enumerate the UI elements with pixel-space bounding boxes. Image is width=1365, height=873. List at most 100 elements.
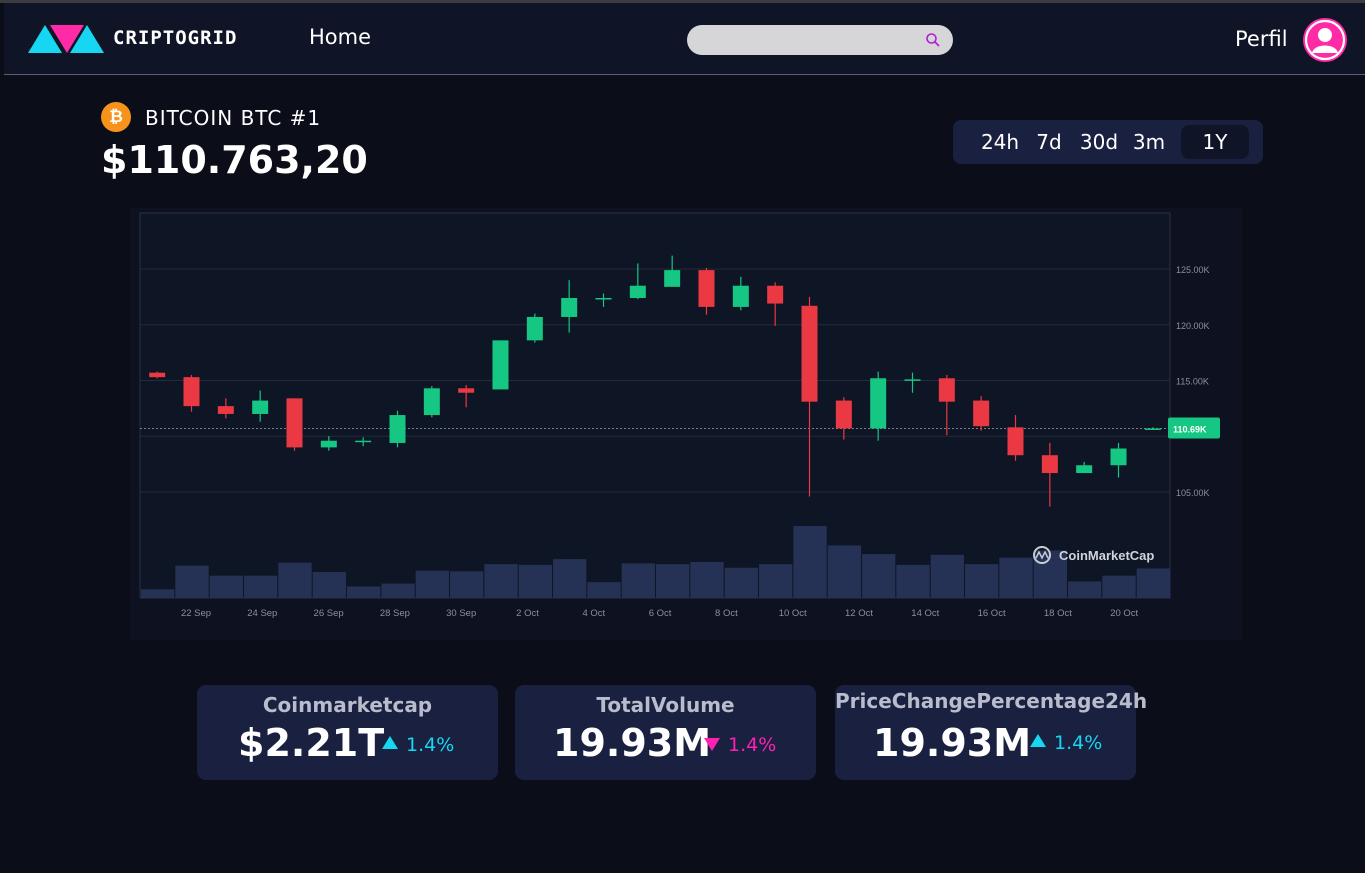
arrow-up-icon [382, 736, 398, 749]
volume-bar [553, 559, 587, 598]
candle-body [492, 340, 509, 390]
candle-body [561, 297, 578, 317]
window-top-border [0, 0, 1365, 3]
stat-value: $2.21T [238, 721, 385, 765]
candle-body [423, 388, 440, 416]
coin-name: BITCOIN BTC #1 [145, 106, 322, 130]
x-tick-label: 18 Oct [1044, 608, 1072, 619]
x-tick-label: 22 Sep [181, 608, 211, 619]
stat-title: PriceChangePercentage24h [835, 689, 1148, 713]
x-tick-label: 20 Oct [1110, 608, 1138, 619]
range-3m[interactable]: 3m [1132, 130, 1166, 154]
candle-body [389, 415, 406, 443]
search-icon[interactable] [925, 32, 941, 48]
stat-change: 1.4% [1030, 732, 1102, 754]
volume-bar [827, 545, 861, 598]
candle-body [320, 440, 337, 448]
arrow-up-icon [1030, 734, 1046, 747]
candle-body [355, 440, 372, 443]
user-avatar-icon[interactable] [1303, 18, 1347, 62]
candle-body [801, 305, 818, 402]
current-price-label: 110.69K [1173, 425, 1207, 435]
candle-body [1076, 465, 1093, 474]
volume-bar [759, 564, 793, 598]
time-range-selector: 24h 7d 30d 3m 1Y [953, 120, 1263, 164]
y-tick-label: 125.00K [1176, 265, 1210, 275]
stat-card-marketcap: Coinmarketcap $2.21T 1.4% [197, 685, 498, 780]
range-1y[interactable]: 1Y [1181, 125, 1249, 159]
volume-bar [724, 567, 758, 598]
volume-bar [896, 564, 930, 598]
candle-body [767, 285, 784, 304]
volume-bar [175, 565, 209, 598]
candle-body [1007, 427, 1024, 456]
volume-bar [1136, 568, 1170, 598]
range-7d[interactable]: 7d [1036, 130, 1062, 154]
candle-body [938, 378, 955, 402]
candle-body [870, 378, 887, 429]
x-tick-label: 4 Oct [582, 608, 605, 619]
volume-bar [209, 575, 243, 598]
volume-bar [793, 526, 827, 598]
candle-body [1041, 455, 1058, 474]
candle-body [183, 377, 200, 407]
volume-bar [587, 582, 621, 598]
candle-body [149, 372, 166, 378]
x-tick-label: 16 Oct [978, 608, 1006, 619]
range-30d[interactable]: 30d [1079, 130, 1119, 154]
y-tick-label: 105.00K [1176, 488, 1210, 498]
volume-bar [141, 589, 175, 598]
candle-body [973, 400, 990, 427]
x-tick-label: 8 Oct [715, 608, 738, 619]
candlestick-chart[interactable]: 125.00K 120.00K 115.00K 105.00K 110.69K 22 Se… [130, 208, 1242, 640]
candle-body [732, 285, 749, 307]
nav-home-link[interactable]: Home [309, 25, 372, 49]
coinmarketcap-logo-mark [1035, 550, 1049, 560]
x-tick-label: 10 Oct [779, 608, 807, 619]
volume-bar [656, 564, 690, 598]
candle-body [526, 316, 543, 341]
candle-body [252, 400, 269, 414]
candle-body [664, 270, 681, 287]
logo-icon[interactable] [28, 23, 104, 57]
candle-body [1110, 448, 1127, 466]
volume-bar [450, 571, 484, 598]
price-chart[interactable]: 125.00K 120.00K 115.00K 105.00K 110.69K 22 Se… [130, 208, 1242, 640]
volume-bar [312, 572, 346, 598]
current-price-tag [1168, 417, 1220, 439]
x-tick-label: 28 Sep [380, 608, 410, 619]
search-bar[interactable] [687, 25, 953, 55]
candle-body [698, 270, 715, 307]
candle-body [835, 400, 852, 429]
candle-body [595, 297, 612, 300]
candle-body [458, 388, 475, 393]
x-tick-label: 30 Sep [446, 608, 476, 619]
stat-change: 1.4% [382, 734, 454, 756]
volume-bar [999, 557, 1033, 598]
candle-body [904, 379, 921, 381]
volume-bar [484, 564, 518, 598]
coin-price: $110.763,20 [101, 138, 368, 182]
x-tick-label: 2 Oct [516, 608, 539, 619]
volume-bar [518, 564, 552, 598]
bitcoin-icon: ₿ [101, 102, 131, 132]
volume-bar [415, 570, 449, 598]
stat-card-total-volume: TotalVolume 19.93M 1.4% [515, 685, 816, 780]
candle-body [286, 398, 303, 448]
volume-bar [347, 586, 381, 598]
x-tick-label: 6 Oct [649, 608, 672, 619]
profile-label[interactable]: Perfil [1235, 27, 1288, 51]
candle-body [1144, 428, 1161, 430]
stat-value: 19.93M [873, 721, 1032, 765]
coinmarketcap-logo-icon [1033, 546, 1051, 564]
plot-area [139, 212, 1171, 599]
x-tick-label: 24 Sep [247, 608, 277, 619]
volume-bar [381, 583, 415, 598]
range-24h[interactable]: 24h [980, 130, 1020, 154]
volume-bar [862, 554, 896, 598]
x-tick-label: 12 Oct [845, 608, 873, 619]
stat-title: Coinmarketcap [262, 693, 433, 717]
search-input[interactable] [687, 25, 907, 55]
stat-card-price-change: PriceChangePercentage24h 19.93M 1.4% [835, 685, 1148, 780]
volume-bar [1068, 581, 1102, 598]
